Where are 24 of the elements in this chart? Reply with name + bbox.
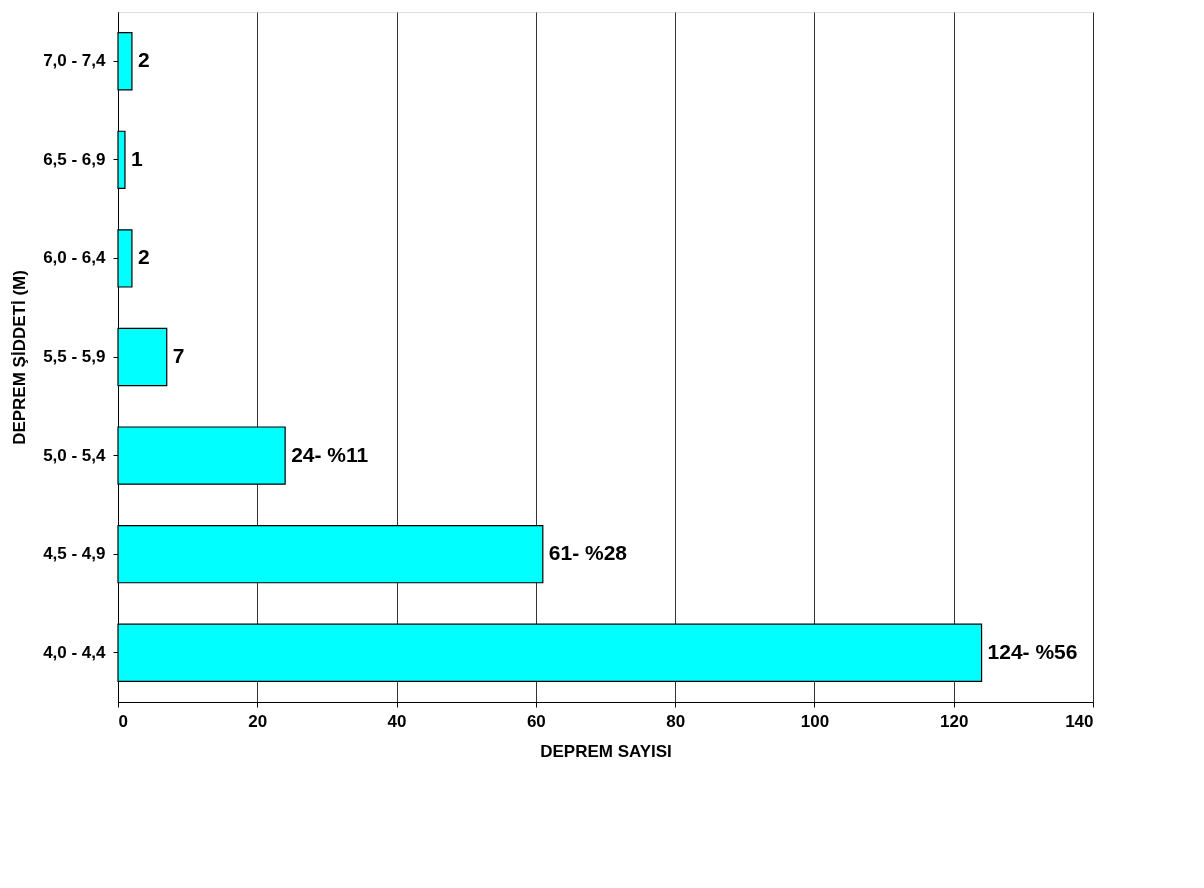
y-tick-label: 4,0 - 4,4 — [43, 642, 107, 662]
y-tick-label: 5,0 - 5,4 — [43, 445, 107, 465]
y-tick-label: 7,0 - 7,4 — [43, 51, 107, 71]
data-label: 7 — [172, 344, 185, 367]
data-label: 1 — [130, 146, 143, 170]
x-tick-label: 100 — [800, 711, 830, 731]
data-label: 2 — [137, 48, 150, 72]
x-tick-label: 40 — [387, 711, 407, 731]
x-tick-label: 20 — [248, 711, 268, 731]
x-tick-label: 0 — [118, 711, 128, 731]
x-tick-label: 80 — [666, 711, 686, 731]
x-axis-title: DEPREM SAYISI — [540, 741, 672, 761]
x-tick-label: 120 — [940, 711, 969, 731]
data-label: 24- %11 — [291, 442, 369, 466]
x-tick-label: 60 — [526, 711, 546, 731]
data-label: 61- %28 — [548, 541, 628, 565]
data-label: 124- %56 — [987, 639, 1078, 663]
y-tick-label: 6,5 - 6,9 — [43, 149, 106, 169]
y-tick-label: 5,5 - 5,9 — [43, 347, 106, 366]
y-axis-title: DEPREM ŞİDDETİ (M) — [10, 270, 30, 445]
y-tick-label: 4,5 - 4,9 — [43, 544, 106, 564]
x-tick-label: 140 — [1065, 711, 1094, 731]
y-tick-label: 6,0 - 6,4 — [43, 248, 107, 268]
data-label: 2 — [137, 245, 150, 269]
